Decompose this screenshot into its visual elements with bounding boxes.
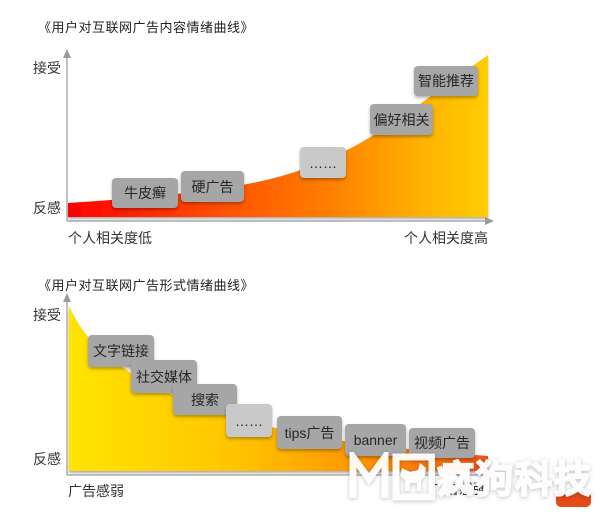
label-card-yingguanggao: 硬广告 bbox=[181, 171, 244, 202]
label-card-banner: banner bbox=[345, 424, 406, 456]
chart2-y-label-dislike: 反感 bbox=[33, 451, 61, 467]
chart1-title: 《用户对互联网广告内容情绪曲线》 bbox=[38, 20, 255, 35]
label-card-sousuo: 搜索 bbox=[173, 384, 237, 415]
chart1-x-label-high: 个人相关度高 bbox=[404, 230, 488, 246]
format-curve-area bbox=[69, 306, 488, 471]
label-card-pianhaoxiangguan: 偏好相关 bbox=[370, 104, 433, 135]
y-axis-arrow-icon bbox=[63, 49, 71, 58]
chart1-x-label-low: 个人相关度低 bbox=[68, 230, 152, 246]
x-axis-arrow-icon bbox=[485, 471, 494, 479]
label-card-ellipsis: …… bbox=[300, 147, 346, 178]
label-card-niupixuan: 牛皮癣 bbox=[112, 178, 178, 208]
label-card-shipinguanggao: 视频广告 bbox=[409, 428, 475, 458]
maddog-logo-icon bbox=[349, 452, 435, 501]
chart1-y-label-dislike: 反感 bbox=[33, 200, 61, 216]
label-card-tips-ad: tips广告 bbox=[277, 416, 342, 449]
watermark: 疯狗科技 bbox=[345, 447, 595, 509]
content-curve-axes bbox=[66, 52, 490, 222]
content-curve-area bbox=[68, 55, 488, 217]
y-axis-arrow-icon bbox=[63, 293, 71, 302]
label-card-ellipsis: …… bbox=[226, 404, 272, 437]
chart2-x-label-strong: 广告感强 bbox=[431, 481, 487, 497]
chart1-y-label-accept: 接受 bbox=[33, 60, 61, 76]
watermark-brand-text: 疯狗科技 bbox=[436, 458, 593, 501]
watermark-red-chip bbox=[556, 491, 591, 507]
chart2-x-label-weak: 广告感弱 bbox=[68, 483, 124, 499]
chart2-y-label-accept: 接受 bbox=[33, 307, 61, 323]
chart2-title: 《用户对互联网广告形式情绪曲线》 bbox=[38, 278, 255, 293]
x-axis-arrow-icon bbox=[485, 217, 494, 225]
label-card-zhinengtuijian: 智能推荐 bbox=[414, 66, 478, 96]
